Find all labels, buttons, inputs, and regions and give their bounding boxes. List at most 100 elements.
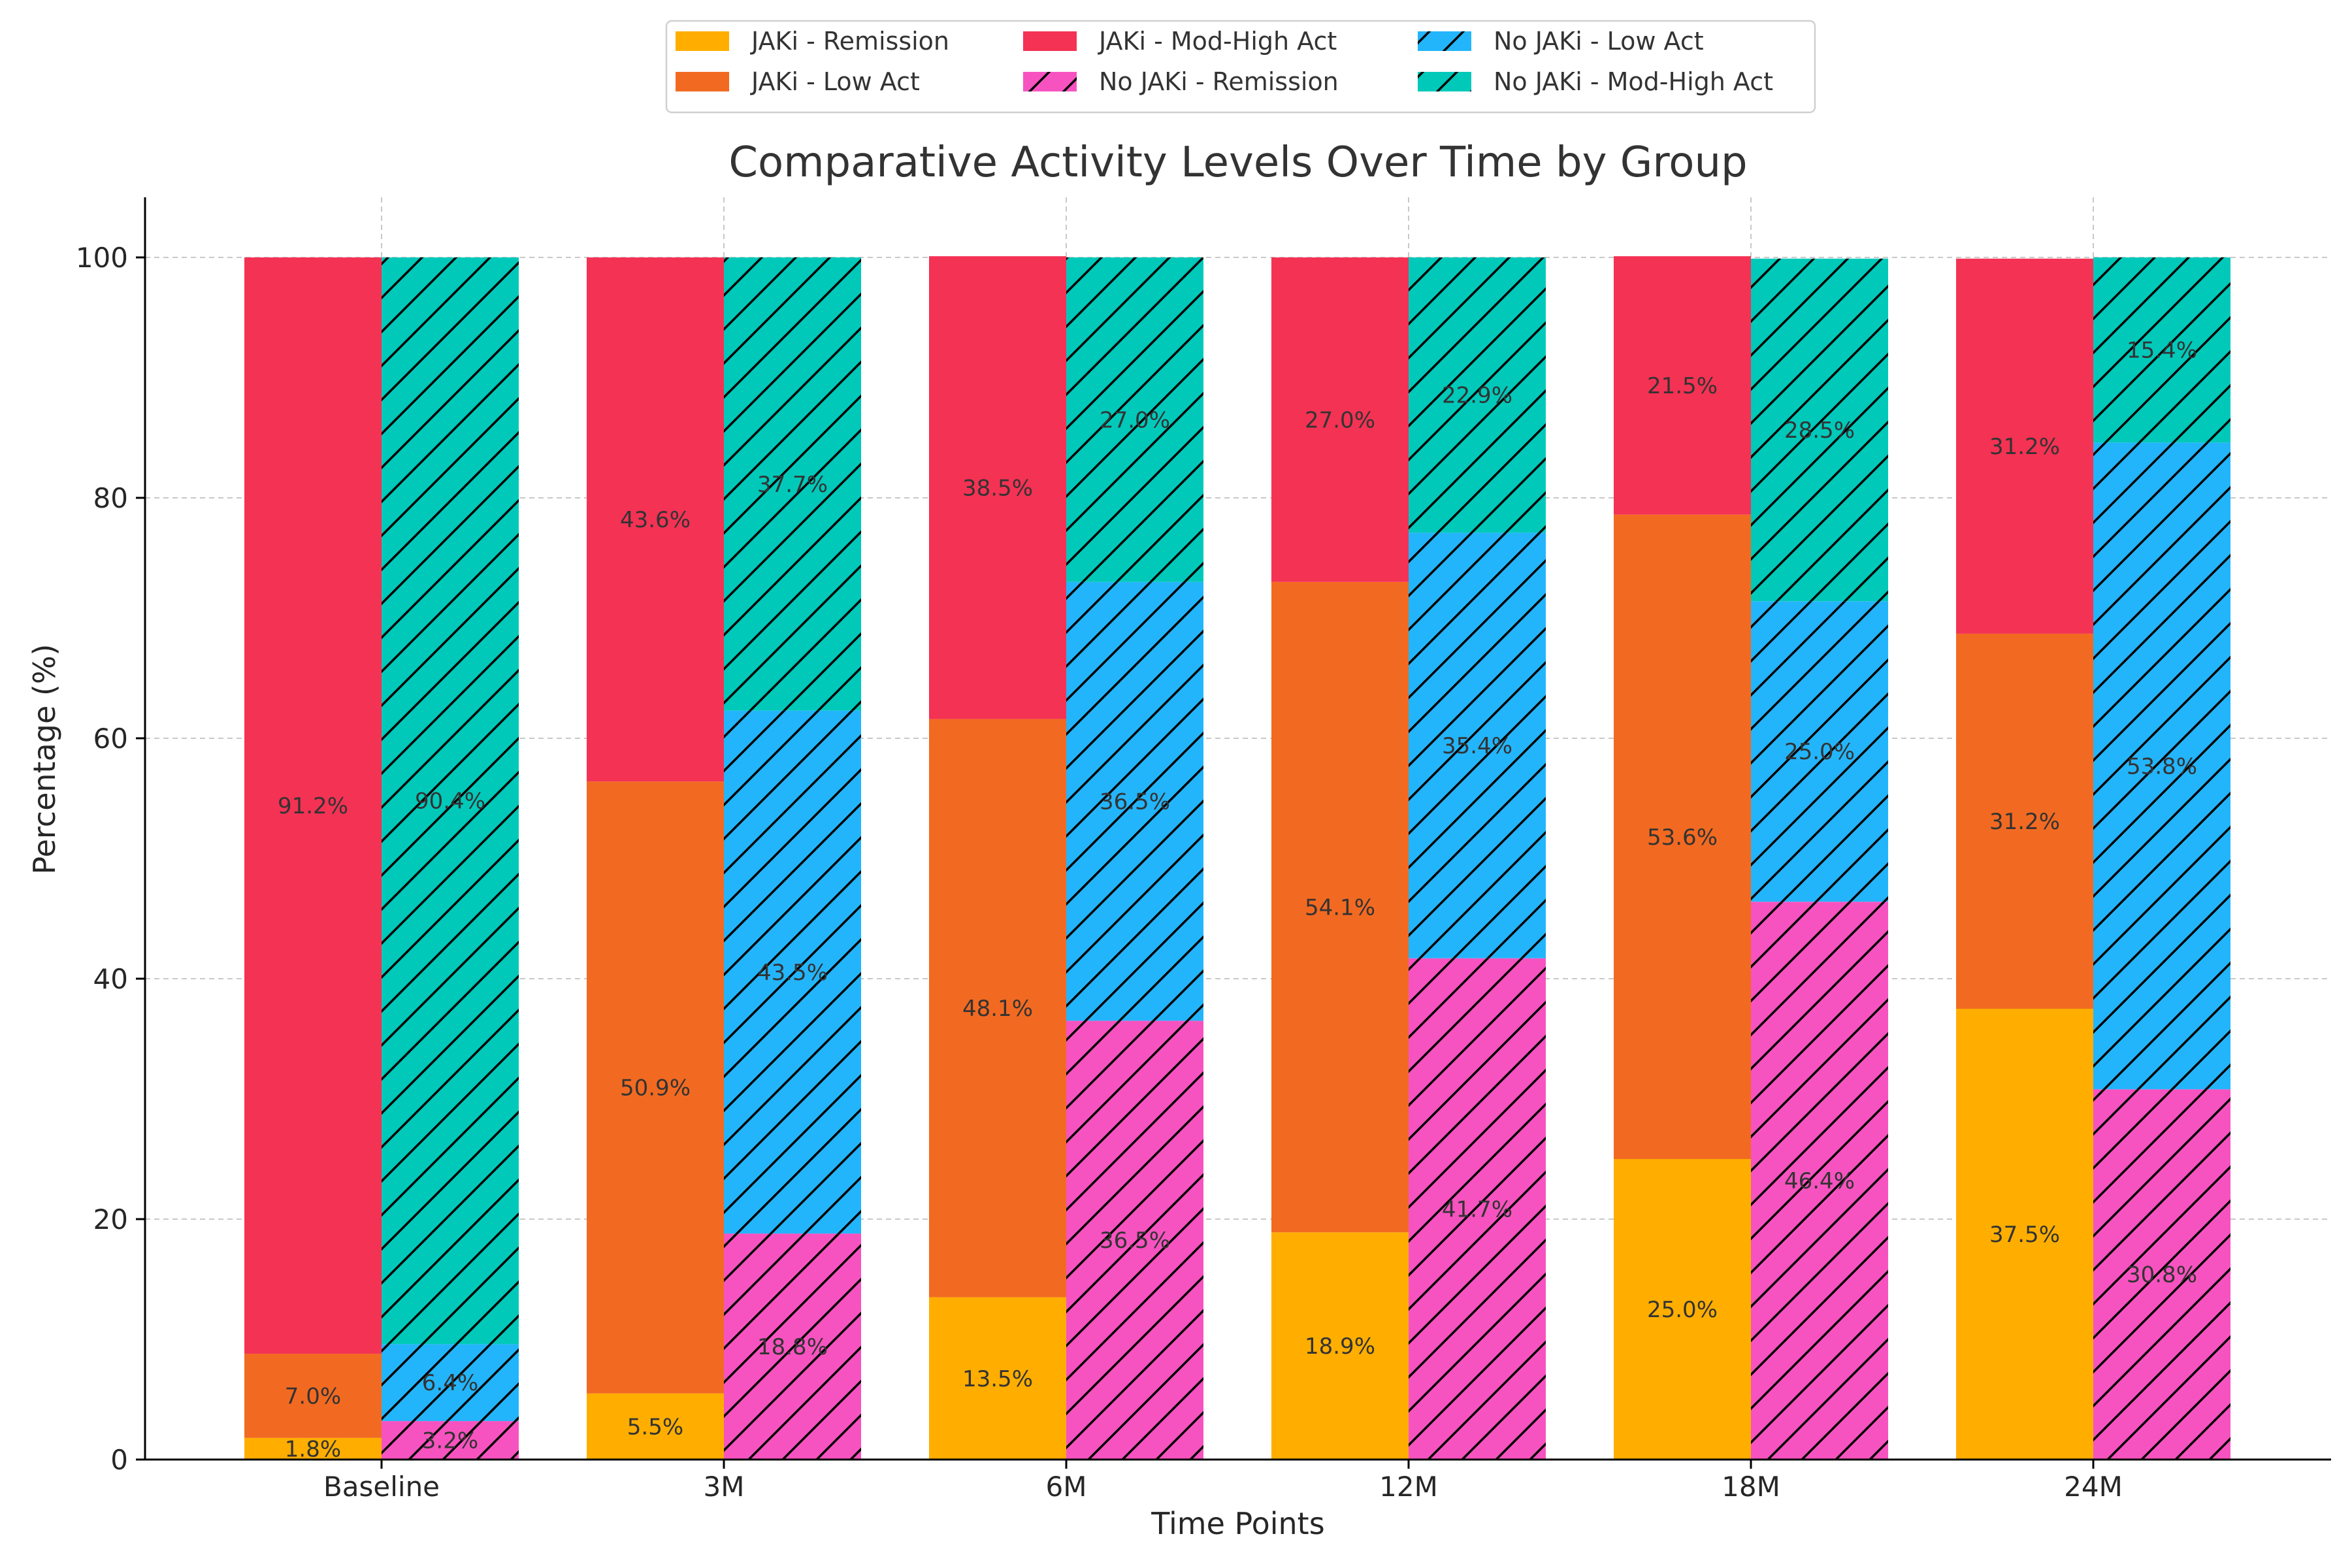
chart-title: Comparative Activity Levels Over Time by… (728, 139, 1747, 187)
bar-jaki-low-act-18m[interactable] (1614, 514, 1751, 1159)
legend-swatch-hatch (1418, 31, 1471, 51)
x-tick-label-6m: 6M (1046, 1471, 1087, 1503)
data-label-no-jaki-remission-18m: 46.4% (1784, 1168, 1855, 1194)
bar-hatch-no-jaki-low-act-3m (724, 710, 861, 1234)
data-label-no-jaki-mod-high-act-baseline: 90.4% (415, 789, 485, 815)
bar-jaki-low-act-3m[interactable] (587, 781, 724, 1394)
bar-jaki-remission-18m[interactable] (1614, 1159, 1751, 1460)
data-label-jaki-remission-24m: 37.5% (1989, 1222, 2060, 1248)
legend-item-jaki-low-act[interactable]: JAKi - Low Act (676, 67, 920, 96)
bar-hatch-no-jaki-remission-24m (2093, 1089, 2230, 1460)
data-label-jaki-mod-high-act-3m: 43.6% (620, 507, 691, 533)
x-tick-label-baseline: Baseline (323, 1471, 440, 1503)
data-label-jaki-mod-high-act-baseline: 91.2% (278, 793, 348, 819)
bar-hatch-no-jaki-low-act-6m (1066, 581, 1203, 1021)
data-label-jaki-low-act-baseline: 7.0% (285, 1383, 341, 1409)
bar-hatch-no-jaki-mod-high-act-3m (724, 257, 861, 711)
legend-item-no-jaki-mod-high-act[interactable]: No JAKi - Mod-High Act (1418, 67, 1773, 96)
bar-jaki-remission-12m[interactable] (1271, 1232, 1409, 1460)
data-label-no-jaki-low-act-12m: 35.4% (1442, 733, 1512, 759)
y-tick-label: 80 (93, 482, 128, 514)
data-label-no-jaki-mod-high-act-3m: 37.7% (757, 472, 828, 498)
legend-item-jaki-remission[interactable]: JAKi - Remission (676, 27, 949, 56)
bar-hatch-no-jaki-remission-6m (1066, 1021, 1203, 1460)
x-tick-label-3m: 3M (704, 1471, 745, 1503)
bar-jaki-low-act-6m[interactable] (929, 719, 1066, 1298)
data-label-no-jaki-remission-12m: 41.7% (1442, 1196, 1512, 1222)
legend-swatch-hatch (1418, 72, 1471, 91)
data-label-jaki-low-act-12m: 54.1% (1305, 895, 1375, 921)
bar-hatch-no-jaki-remission-18m (1751, 902, 1888, 1460)
data-label-jaki-remission-12m: 18.9% (1305, 1333, 1375, 1360)
legend-item-no-jaki-remission[interactable]: No JAKi - Remission (1023, 67, 1339, 96)
legend-label-jaki-mod-high-act: JAKi - Mod-High Act (1098, 27, 1337, 56)
data-label-jaki-low-act-6m: 48.1% (962, 996, 1033, 1022)
bar-jaki-low-act-24m[interactable] (1956, 633, 2093, 1009)
data-label-jaki-remission-18m: 25.0% (1647, 1297, 1718, 1323)
data-label-no-jaki-mod-high-act-18m: 28.5% (1784, 417, 1855, 444)
bar-hatch-no-jaki-mod-high-act-6m (1066, 257, 1203, 582)
legend-label-no-jaki-low-act: No JAKi - Low Act (1494, 27, 1704, 56)
legend-label-no-jaki-remission: No JAKi - Remission (1099, 67, 1339, 96)
bar-hatch-no-jaki-remission-3m (724, 1233, 861, 1460)
data-label-jaki-remission-baseline: 1.8% (285, 1436, 341, 1462)
bar-hatch-no-jaki-low-act-24m (2093, 442, 2230, 1090)
bar-jaki-mod-high-act-6m[interactable] (929, 256, 1066, 719)
x-tick-label-24m: 24M (2064, 1471, 2123, 1503)
bar-jaki-remission-6m[interactable] (929, 1297, 1066, 1460)
bar-jaki-mod-high-act-24m[interactable] (1956, 258, 2093, 634)
bars (244, 256, 2230, 1460)
legend-item-jaki-mod-high-act[interactable]: JAKi - Mod-High Act (1023, 27, 1337, 56)
data-label-jaki-remission-6m: 13.5% (962, 1366, 1033, 1392)
data-label-no-jaki-remission-baseline: 3.2% (422, 1428, 478, 1454)
bar-jaki-remission-baseline[interactable] (244, 1437, 382, 1460)
legend-label-no-jaki-mod-high-act: No JAKi - Mod-High Act (1494, 67, 1773, 96)
data-label-no-jaki-mod-high-act-6m: 27.0% (1100, 407, 1170, 433)
bar-jaki-mod-high-act-18m[interactable] (1614, 256, 1751, 515)
data-labels: 1.8% 7.0% 91.2% 5.5% 50.9% 43.6% 13.5% 48.1% 38.… (278, 338, 2197, 1463)
legend-label-jaki-remission: JAKi - Remission (750, 27, 949, 56)
bar-jaki-mod-high-act-12m[interactable] (1271, 257, 1409, 582)
data-label-no-jaki-low-act-24m: 53.8% (2127, 753, 2197, 779)
data-label-jaki-low-act-24m: 31.2% (1989, 809, 2060, 835)
bar-jaki-low-act-baseline[interactable] (244, 1354, 382, 1438)
y-tick-label: 40 (93, 963, 128, 995)
legend-swatch-jaki-remission (676, 31, 729, 51)
data-label-jaki-mod-high-act-24m: 31.2% (1989, 434, 2060, 460)
data-label-no-jaki-remission-6m: 36.5% (1100, 1228, 1170, 1254)
bar-hatch-no-jaki-low-act-baseline (382, 1344, 519, 1422)
bar-hatch-no-jaki-mod-high-act-24m (2093, 257, 2230, 443)
data-label-jaki-low-act-3m: 50.9% (620, 1075, 691, 1102)
legend-swatch-hatch (1023, 72, 1077, 91)
legend[interactable]: JAKi - Remission JAKi - Low Act JAKi - Mod… (665, 20, 1816, 114)
bar-jaki-low-act-12m[interactable] (1271, 581, 1409, 1233)
bar-jaki-remission-24m[interactable] (1956, 1009, 2093, 1460)
legend-item-no-jaki-low-act[interactable]: No JAKi - Low Act (1418, 27, 1704, 56)
data-label-jaki-mod-high-act-12m: 27.0% (1305, 407, 1375, 433)
bar-jaki-remission-3m[interactable] (587, 1393, 724, 1460)
y-tick-label: 20 (93, 1203, 128, 1235)
y-tick-label: 0 (110, 1444, 128, 1476)
legend-swatch-jaki-low-act (676, 72, 729, 91)
data-label-no-jaki-low-act-18m: 25.0% (1784, 739, 1855, 765)
data-label-jaki-low-act-18m: 53.6% (1647, 825, 1718, 851)
data-label-no-jaki-low-act-3m: 43.5% (757, 960, 828, 986)
axes: 0 20 40 60 80 100 Baseline 3M 6M 12M 18M 24M (76, 197, 2331, 1503)
data-label-no-jaki-remission-3m: 18.8% (757, 1334, 828, 1360)
data-label-jaki-mod-high-act-6m: 38.5% (962, 475, 1033, 501)
bar-hatch-no-jaki-mod-high-act-baseline (382, 257, 519, 1345)
bar-hatch-no-jaki-low-act-18m (1751, 601, 1888, 902)
bar-jaki-mod-high-act-3m[interactable] (587, 257, 724, 782)
legend-label-jaki-low-act: JAKi - Low Act (750, 67, 920, 96)
bar-hatch-no-jaki-remission-baseline (382, 1421, 519, 1460)
data-label-no-jaki-mod-high-act-12m: 22.9% (1442, 383, 1512, 409)
y-tick-label: 100 (76, 242, 128, 274)
x-tick-label-18m: 18M (1722, 1471, 1780, 1503)
bar-hatch-no-jaki-remission-12m (1409, 958, 1546, 1460)
data-label-no-jaki-mod-high-act-24m: 15.4% (2127, 338, 2197, 364)
legend-box (665, 20, 1816, 114)
bar-jaki-mod-high-act-baseline[interactable] (244, 257, 382, 1354)
data-label-jaki-remission-3m: 5.5% (627, 1414, 683, 1440)
data-label-no-jaki-low-act-6m: 36.5% (1100, 789, 1170, 815)
